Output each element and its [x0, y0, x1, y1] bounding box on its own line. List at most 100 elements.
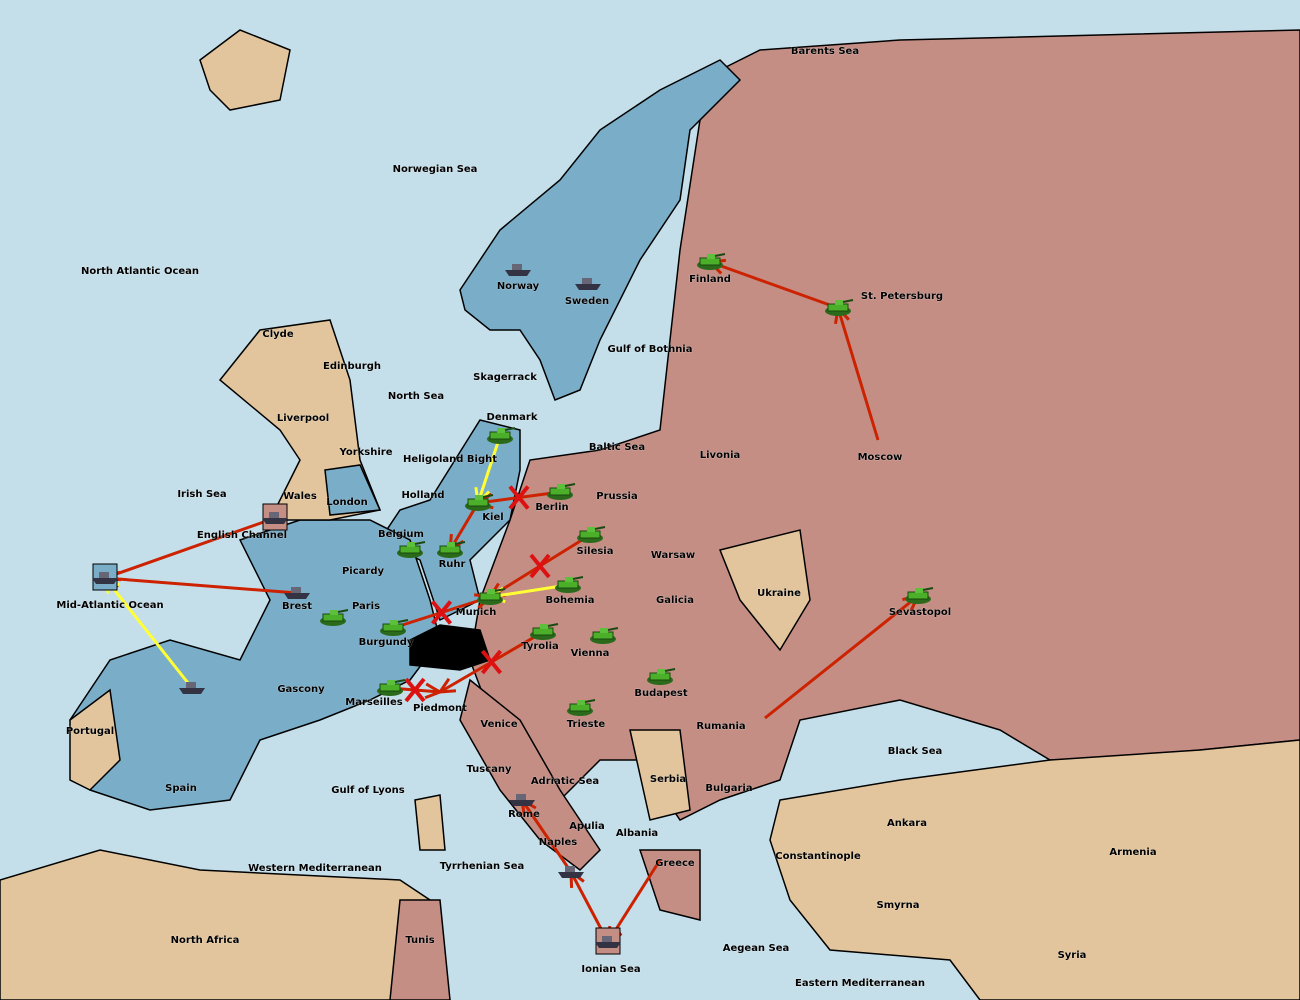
france-iberia[interactable]: [69, 519, 441, 811]
province-label: Skagerrack: [473, 372, 537, 383]
move-order-arrow: [764, 594, 919, 720]
province-label: Ruhr: [438, 559, 466, 570]
army-unit-icon[interactable]: [437, 541, 466, 558]
serbia[interactable]: [629, 729, 691, 821]
move-order-arrow: [104, 516, 276, 580]
province-label: Mid-Atlantic Ocean: [56, 600, 164, 611]
fleet-unit-icon[interactable]: [92, 563, 118, 591]
portugal[interactable]: [69, 688, 121, 791]
province-label: Rome: [508, 809, 540, 820]
fleet-unit-icon[interactable]: [595, 927, 621, 955]
army-unit-icon[interactable]: [567, 699, 596, 716]
province-label: Wales: [283, 491, 317, 502]
province-label: Picardy: [341, 566, 385, 577]
province-label: Clyde: [262, 329, 294, 340]
province-label: St. Petersburg: [860, 291, 944, 302]
army-unit-icon[interactable]: [547, 483, 576, 500]
province-label: Holland: [401, 490, 445, 501]
army-unit-icon[interactable]: [320, 609, 349, 626]
support-order-arrow: [489, 583, 569, 599]
italy[interactable]: [459, 678, 601, 871]
north-africa[interactable]: [0, 849, 451, 1000]
province-label: Venice: [480, 719, 518, 730]
province-label: Trieste: [566, 719, 606, 730]
army-unit-icon[interactable]: [697, 253, 726, 270]
army-unit-icon[interactable]: [905, 587, 934, 604]
army-unit-icon[interactable]: [647, 668, 676, 685]
province-label: Norway: [496, 281, 540, 292]
army-unit-icon[interactable]: [555, 576, 584, 593]
fleet-unit-icon[interactable]: [575, 278, 601, 290]
province-label: Sevastopol: [888, 607, 952, 618]
failed-order-mark: [529, 553, 551, 579]
province-label: Tyrrhenian Sea: [439, 861, 525, 872]
failed-order-mark: [480, 649, 503, 675]
army-unit-icon[interactable]: [380, 619, 409, 636]
army-unit-icon[interactable]: [465, 494, 494, 511]
province-label: Prussia: [596, 491, 638, 502]
province-label: Naples: [538, 837, 578, 848]
arrowhead: [439, 689, 457, 694]
army-unit-icon[interactable]: [487, 427, 516, 444]
support-order-arrow: [103, 577, 194, 689]
army-unit-icon[interactable]: [377, 679, 406, 696]
province-label: Serbia: [649, 774, 687, 785]
fleet-unit-icon[interactable]: [262, 503, 288, 531]
tunis[interactable]: [389, 899, 451, 1000]
province-label: Rumania: [696, 721, 746, 732]
turkey[interactable]: [769, 739, 1300, 1000]
fleet-unit-icon[interactable]: [505, 264, 531, 276]
russia[interactable]: [469, 29, 1300, 821]
province-label: English Channel: [196, 530, 288, 541]
province-label: Tunis: [405, 935, 435, 946]
province-label: Piedmont: [413, 703, 467, 714]
province-label: Irish Sea: [177, 489, 227, 500]
province-label: Bohemia: [545, 595, 595, 606]
province-label: Gascony: [277, 684, 325, 695]
fleet-unit-icon[interactable]: [558, 866, 584, 878]
province-label: Marseilles: [345, 697, 403, 708]
province-label: Tuscany: [466, 764, 512, 775]
province-label: Black Sea: [887, 746, 943, 757]
province-label: Greece: [655, 858, 695, 869]
province-label: Adriatic Sea: [530, 776, 600, 787]
province-label: North Africa: [170, 935, 240, 946]
army-unit-icon[interactable]: [825, 299, 854, 316]
army-unit-icon[interactable]: [577, 526, 606, 543]
province-label: Moscow: [857, 452, 903, 463]
fleet-unit-icon[interactable]: [284, 587, 310, 599]
fleet-unit-icon[interactable]: [179, 682, 205, 694]
province-label: Albania: [615, 828, 659, 839]
army-unit-icon[interactable]: [397, 541, 426, 558]
province-label: Spain: [165, 783, 197, 794]
failed-order-mark: [430, 600, 453, 625]
army-unit-icon[interactable]: [590, 627, 619, 644]
sardinia[interactable]: [414, 794, 446, 851]
province-label: Ukraine: [757, 588, 801, 599]
london[interactable]: [324, 464, 382, 516]
army-unit-icon[interactable]: [530, 623, 559, 640]
fleet-unit-icon[interactable]: [509, 794, 535, 806]
province-label: Smyrna: [876, 900, 920, 911]
province-label: Constantinople: [775, 851, 861, 862]
iceland[interactable]: [199, 29, 291, 111]
scandinavia[interactable]: [459, 59, 742, 401]
arrowhead: [438, 677, 451, 693]
province-label: Denmark: [486, 412, 538, 423]
province-label: Warsaw: [650, 550, 696, 561]
province-label: Sweden: [564, 296, 610, 307]
army-unit-icon[interactable]: [477, 588, 506, 605]
province-label: Western Mediterranean: [248, 863, 382, 874]
move-order-arrow: [709, 260, 839, 310]
province-label: Silesia: [576, 546, 614, 557]
province-label: Portugal: [65, 726, 115, 737]
province-label: Gulf of Lyons: [331, 785, 405, 796]
ukraine[interactable]: [718, 529, 811, 652]
province-label: Galicia: [656, 595, 694, 606]
province-label: Liverpool: [276, 413, 330, 424]
province-label: Munich: [455, 607, 497, 618]
province-label: Eastern Mediterranean: [795, 978, 925, 989]
province-label: Yorkshire: [339, 447, 393, 458]
